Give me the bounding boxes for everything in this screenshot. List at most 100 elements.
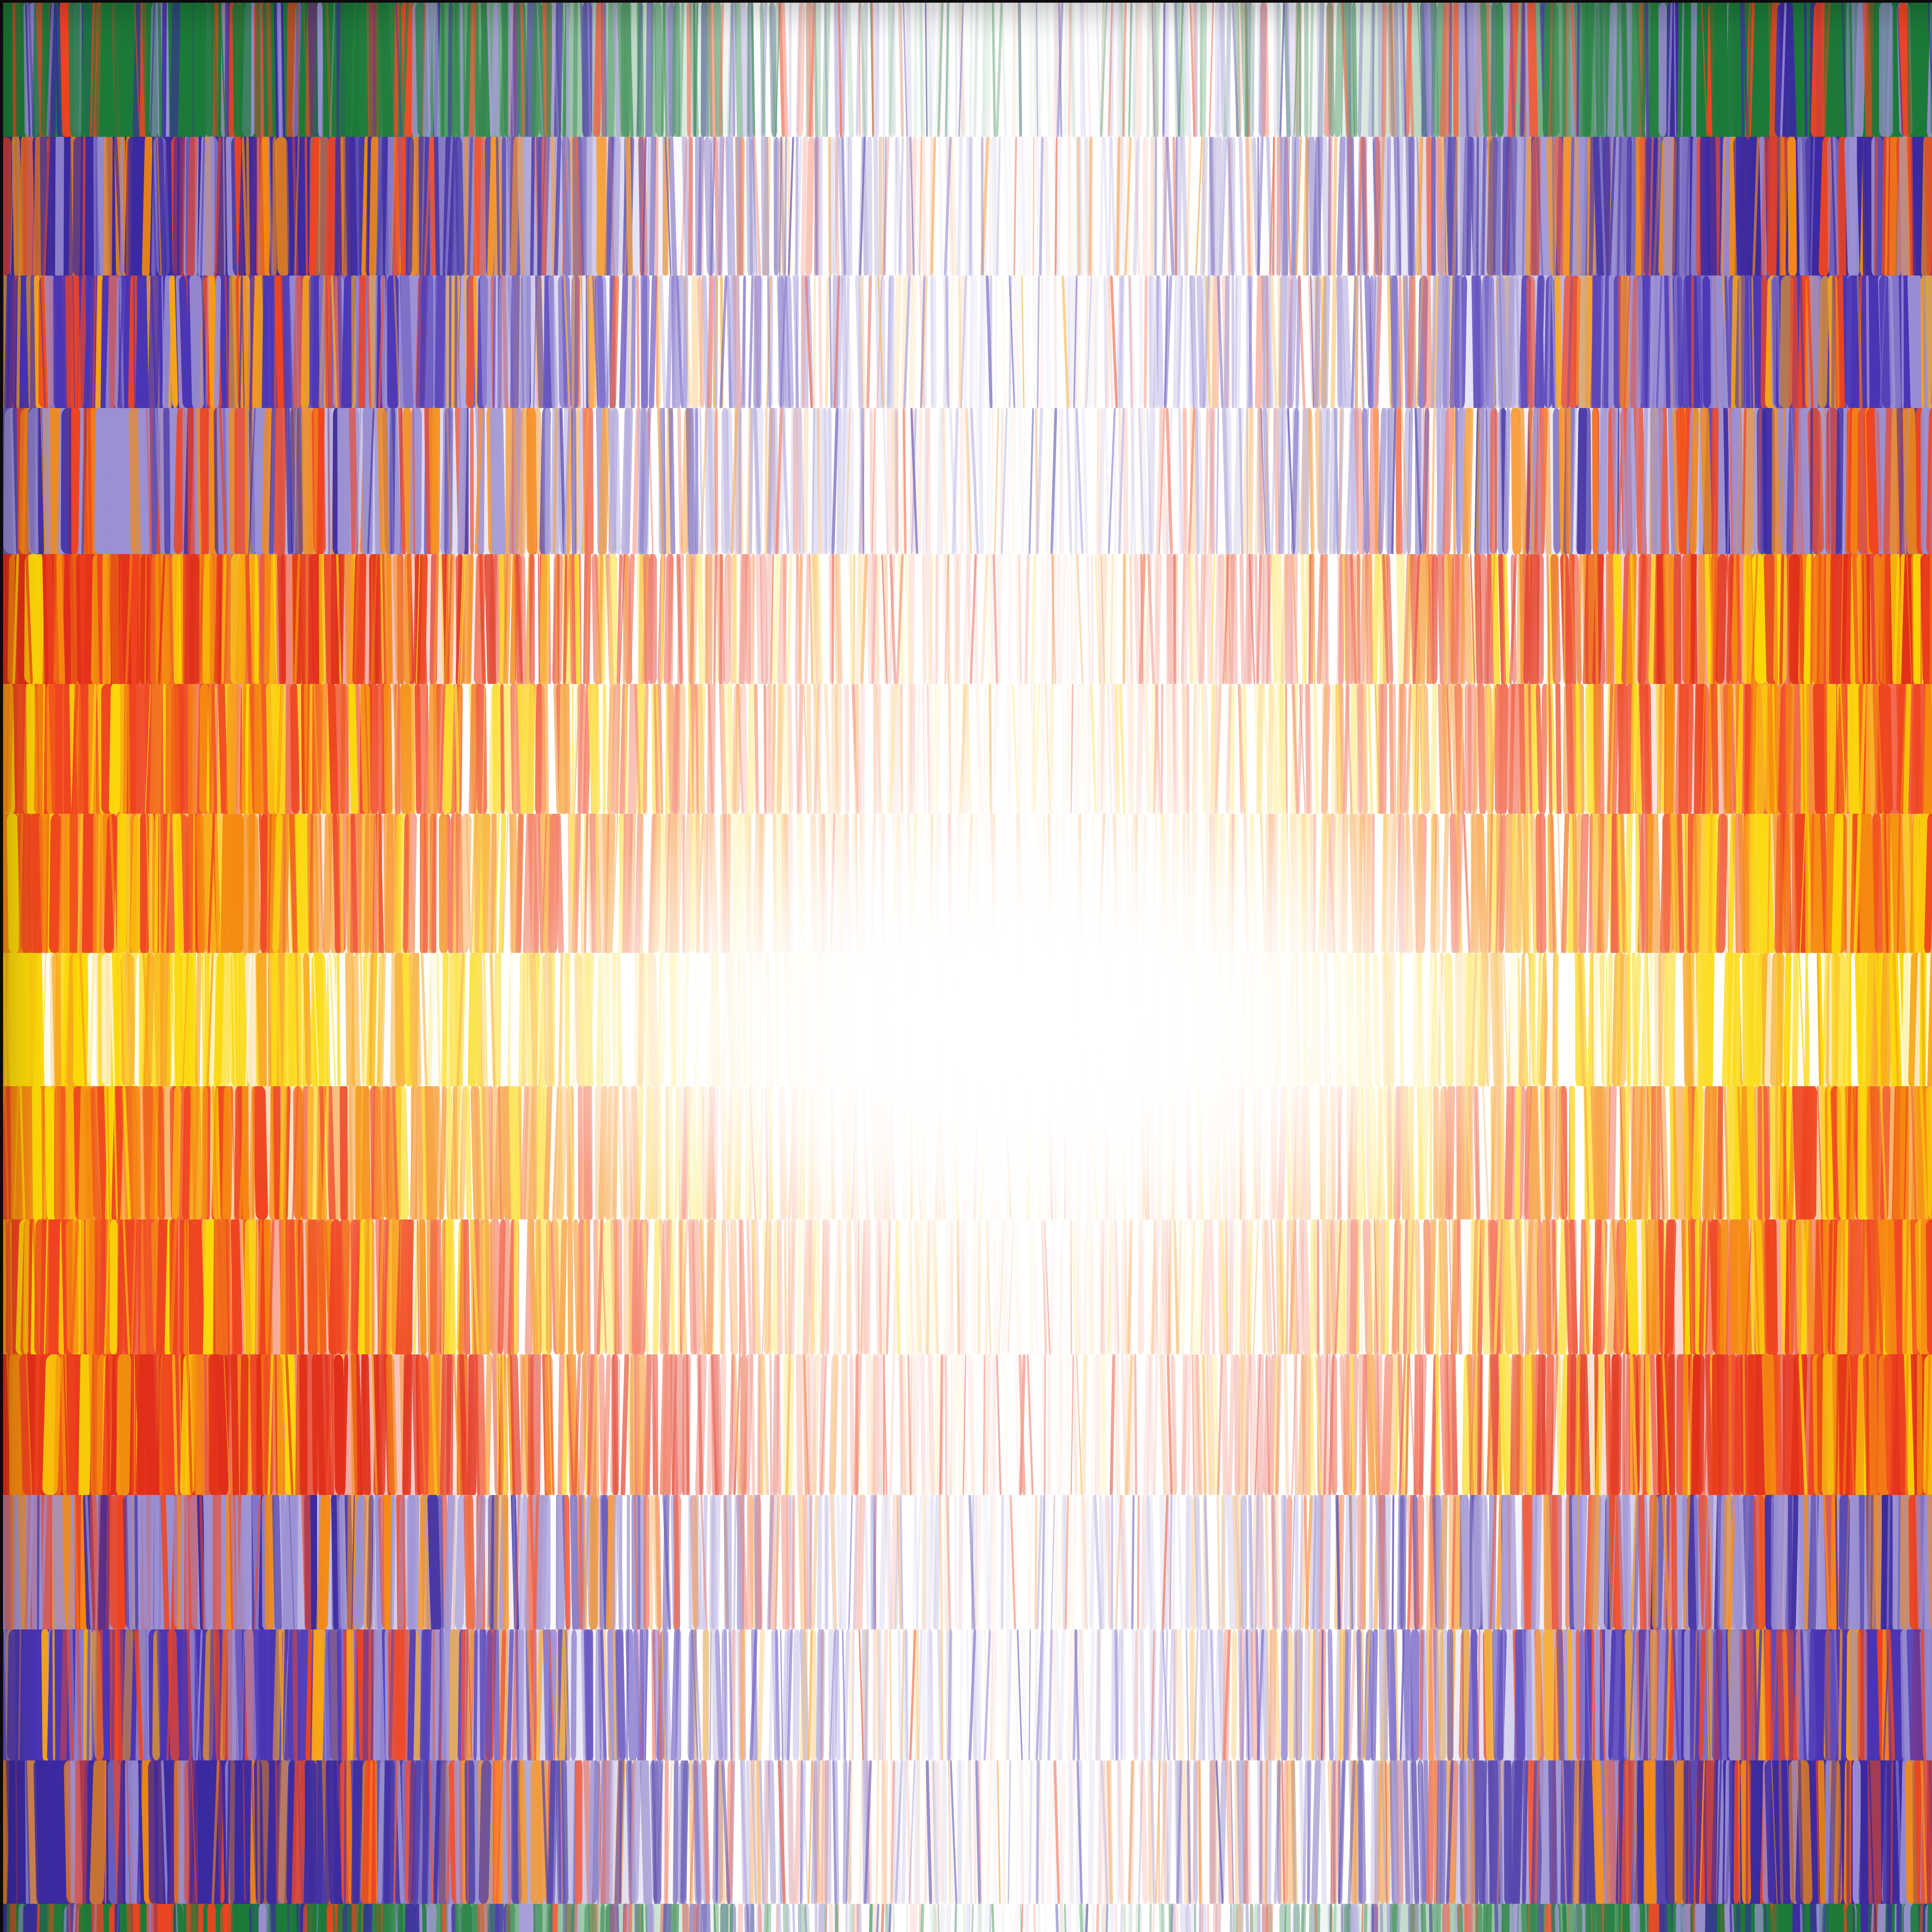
brushstroke	[1341, 814, 1348, 953]
brushstroke-filament	[1810, 408, 1813, 554]
brushstroke	[1846, 276, 1859, 408]
brushstroke-filament	[749, 953, 752, 1086]
brushstroke	[1214, 1904, 1221, 1932]
brushstroke	[217, 953, 232, 1086]
brushstroke-filament	[254, 1354, 256, 1495]
brushstroke	[259, 1630, 266, 1760]
brushstroke	[32, 1086, 43, 1219]
brushstroke-filament	[900, 684, 903, 814]
brushstroke-filament	[859, 2, 861, 137]
brushstroke	[1014, 1904, 1019, 1932]
brushstroke	[930, 276, 937, 408]
brushstroke	[592, 684, 600, 814]
brushstroke	[1431, 137, 1435, 276]
brushstroke	[407, 1495, 419, 1629]
color-band-blue-violet-upper	[3, 137, 1932, 276]
brushstroke-filament	[753, 554, 755, 684]
brushstroke	[958, 1495, 963, 1629]
brushstroke	[1582, 2, 1591, 137]
color-band-crimson-upper	[3, 554, 1932, 684]
color-band-orange-upper	[3, 814, 1932, 953]
brushstroke	[163, 408, 171, 554]
brushstroke	[464, 1760, 475, 1904]
brushstroke	[669, 1219, 675, 1354]
brushstroke	[103, 137, 113, 276]
brushstroke	[957, 1760, 961, 1904]
brushstroke-filament	[1500, 1086, 1504, 1219]
brushstroke	[362, 1086, 370, 1219]
brushstroke-filament	[582, 1086, 585, 1219]
brushstroke-filament	[1689, 1086, 1692, 1219]
brushstroke	[1008, 554, 1012, 684]
brushstroke-filament	[1299, 2, 1301, 137]
brushstroke-filament	[704, 554, 708, 684]
brushstroke	[825, 408, 831, 554]
brushstroke-filament	[283, 276, 286, 408]
brushstroke-filament	[1563, 554, 1566, 684]
brushstroke-filament	[1641, 1219, 1645, 1354]
color-band-yellow-center	[3, 953, 1932, 1086]
brushstroke	[150, 684, 163, 814]
brushstroke	[954, 1495, 957, 1629]
brushstroke	[439, 814, 448, 953]
color-band-crimson-lower	[3, 1354, 1932, 1495]
brushstroke-filament	[306, 1354, 308, 1495]
brushstroke	[1294, 1904, 1301, 1932]
brushstroke	[1121, 1219, 1128, 1354]
brushstroke-filament	[1410, 1760, 1413, 1904]
brushstroke	[1363, 1495, 1366, 1629]
brushstroke	[920, 2, 923, 137]
brushstroke-filament	[1077, 137, 1081, 276]
brushstroke	[828, 953, 833, 1086]
brushstroke	[1167, 554, 1172, 684]
brushstroke-filament	[310, 684, 312, 814]
brushstroke	[1575, 1629, 1580, 1760]
brushstroke	[1026, 1904, 1031, 1932]
brushstroke	[1627, 953, 1631, 1086]
brushstroke	[1231, 1630, 1237, 1760]
brushstroke-filament	[1182, 814, 1185, 953]
brushstroke-filament	[1469, 1760, 1471, 1904]
brushstroke	[712, 1629, 720, 1760]
brushstroke	[1436, 1760, 1447, 1904]
brushstroke	[1669, 1354, 1675, 1495]
brushstroke	[950, 953, 954, 1086]
artwork-canvas: Untitled (Horizontal Spectrum Bands with…	[0, 0, 1932, 1932]
brushstroke	[1136, 2, 1142, 137]
color-band-light-violet-lower	[3, 1495, 1932, 1629]
brushstroke	[1558, 1495, 1562, 1629]
brushstroke	[97, 1629, 103, 1760]
brushstroke	[493, 1629, 500, 1760]
brushstroke	[463, 1904, 472, 1932]
brushstroke	[916, 1760, 920, 1904]
brushstroke-filament	[738, 408, 742, 554]
brushstroke	[724, 1495, 732, 1629]
brushstroke-filament	[1111, 1495, 1113, 1629]
color-band-red-orange-upper	[3, 684, 1932, 814]
brushstroke	[586, 1629, 593, 1760]
brushstroke	[543, 953, 553, 1086]
brushstroke	[470, 408, 474, 554]
brushstroke-filament	[557, 554, 560, 684]
brushstroke	[858, 814, 865, 953]
brushstroke	[340, 1086, 348, 1219]
brushstroke-filament	[96, 137, 97, 276]
brushstroke-filament	[1317, 1219, 1319, 1354]
brushstroke	[1066, 1904, 1071, 1932]
brushstroke	[1671, 1495, 1677, 1629]
brushstroke	[1673, 554, 1681, 684]
brushstroke-filament	[433, 1629, 435, 1760]
brushstroke	[676, 1629, 682, 1760]
brushstroke	[567, 1219, 573, 1354]
brushstroke	[1452, 1219, 1457, 1354]
brushstroke-filament	[1414, 814, 1416, 953]
brushstroke	[585, 137, 592, 276]
brushstroke-filament	[1173, 554, 1177, 684]
brushstroke	[753, 276, 761, 408]
brushstroke	[927, 1629, 932, 1760]
brushstroke	[674, 2, 680, 137]
brushstroke	[1665, 684, 1675, 814]
brushstroke	[1788, 1495, 1793, 1629]
brushstroke-filament	[1690, 1629, 1692, 1760]
brushstroke	[848, 137, 852, 276]
